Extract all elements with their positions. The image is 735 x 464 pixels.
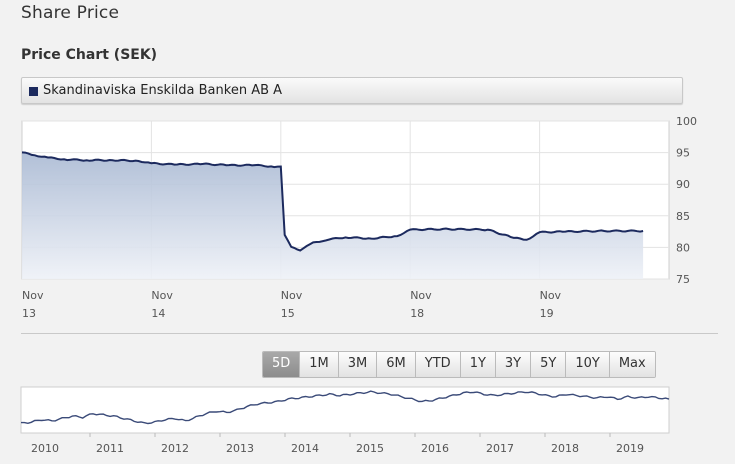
x-tick-label: 19: [540, 307, 554, 320]
y-tick-label: 90: [676, 178, 690, 191]
navigator-year-label: 2018: [551, 442, 579, 455]
x-tick-label: Nov: [22, 289, 44, 302]
y-tick-label: 75: [676, 273, 690, 286]
range-button-1y[interactable]: 1Y: [460, 352, 496, 377]
navigator-year-label: 2012: [161, 442, 189, 455]
page-title: Share Price: [21, 3, 120, 23]
range-button-5d[interactable]: 5D: [263, 352, 301, 377]
x-tick-label: 13: [22, 307, 36, 320]
navigator-year-label: 2010: [31, 442, 59, 455]
chart-heading: Price Chart (SEK): [21, 47, 158, 63]
navigator-line: [21, 390, 670, 425]
range-button-max[interactable]: Max: [609, 352, 655, 377]
series-line: [21, 151, 644, 252]
range-button-3m[interactable]: 3M: [338, 352, 378, 377]
x-tick-label: Nov: [410, 289, 432, 302]
legend-swatch: [29, 87, 38, 96]
series-area: [22, 152, 644, 279]
divider: [21, 333, 718, 334]
navigator-year-label: 2016: [421, 442, 449, 455]
x-tick-label: 18: [410, 307, 424, 320]
navigator-year-label: 2017: [486, 442, 514, 455]
legend[interactable]: Skandinaviska Enskilda Banken AB A: [21, 77, 683, 104]
navigator-year-label: 2015: [356, 442, 384, 455]
navigator-year-label: 2011: [96, 442, 124, 455]
x-tick-label: Nov: [151, 289, 173, 302]
y-tick-label: 80: [676, 241, 690, 254]
y-tick-label: 95: [676, 147, 690, 160]
navigator-year-label: 2013: [226, 442, 254, 455]
range-button-ytd[interactable]: YTD: [415, 352, 461, 377]
range-button-5y[interactable]: 5Y: [531, 352, 567, 377]
x-tick-label: 14: [151, 307, 165, 320]
range-button-3y[interactable]: 3Y: [495, 352, 532, 377]
y-tick-label: 85: [676, 210, 690, 223]
range-button-1m[interactable]: 1M: [300, 352, 339, 377]
range-selector[interactable]: 5D 1M 3M 6M YTD 1Y 3Y 5Y 10Y Max: [262, 351, 656, 378]
legend-label: Skandinaviska Enskilda Banken AB A: [43, 83, 283, 98]
navigator-year-label: 2019: [616, 442, 644, 455]
navigator-year-label: 2014: [291, 442, 319, 455]
x-tick-label: Nov: [281, 289, 303, 302]
x-tick-label: Nov: [540, 289, 562, 302]
x-tick-label: 15: [281, 307, 295, 320]
range-button-10y[interactable]: 10Y: [566, 352, 610, 377]
range-button-6m[interactable]: 6M: [377, 352, 416, 377]
price-chart[interactable]: 75 80 85 90 95 100 Nov 13 Nov 14 Nov 15 Nov 18 Nov 19: [0, 0, 735, 330]
y-tick-label: 100: [676, 115, 697, 128]
